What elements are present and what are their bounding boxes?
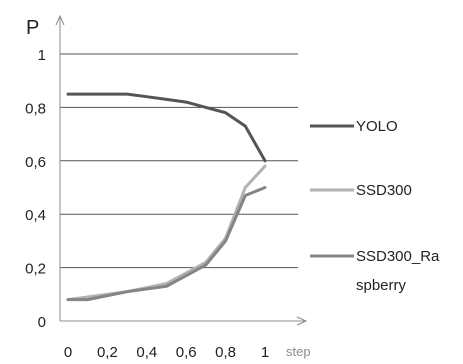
x-tick-label: 0,4	[136, 344, 157, 361]
series-line-ssd300-raspberry	[66, 186, 267, 302]
x-tick-label: 0,2	[97, 344, 118, 361]
series-line-yolo	[66, 92, 267, 163]
x-tick-label: 0,6	[176, 344, 197, 361]
y-tick-label: 0	[38, 314, 46, 331]
legend-label-yolo: YOLO	[356, 118, 398, 135]
legend-label-ssd300-raspberry: SSD300_Ra	[356, 248, 440, 265]
legend-label-ssd300-raspberry: spberry	[356, 277, 407, 294]
y-tick-labels: 0 0,2 0,4 0,6 0,8 1	[25, 47, 46, 331]
gridlines	[60, 53, 298, 269]
axes	[55, 14, 308, 326]
x-axis-arrow	[296, 316, 308, 326]
x-tick-label: 1	[261, 344, 269, 361]
y-tick-label: 0,6	[25, 154, 46, 171]
y-tick-label: 0,8	[25, 100, 46, 117]
data-series	[66, 92, 267, 302]
y-axis-label: P	[26, 17, 39, 39]
y-tick-label: 0,2	[25, 261, 46, 278]
x-tick-label: 0,8	[215, 344, 236, 361]
y-tick-label: 0,4	[25, 207, 46, 224]
y-tick-label: 1	[38, 47, 46, 64]
series-line-ssd300	[66, 164, 267, 302]
legend-label-ssd300: SSD300	[356, 182, 412, 199]
x-axis-label: step	[286, 344, 311, 359]
y-axis-arrow	[55, 14, 65, 26]
x-tick-label: 0	[64, 344, 72, 361]
x-tick-labels: 0 0,2 0,4 0,6 0,8 1	[64, 344, 269, 361]
